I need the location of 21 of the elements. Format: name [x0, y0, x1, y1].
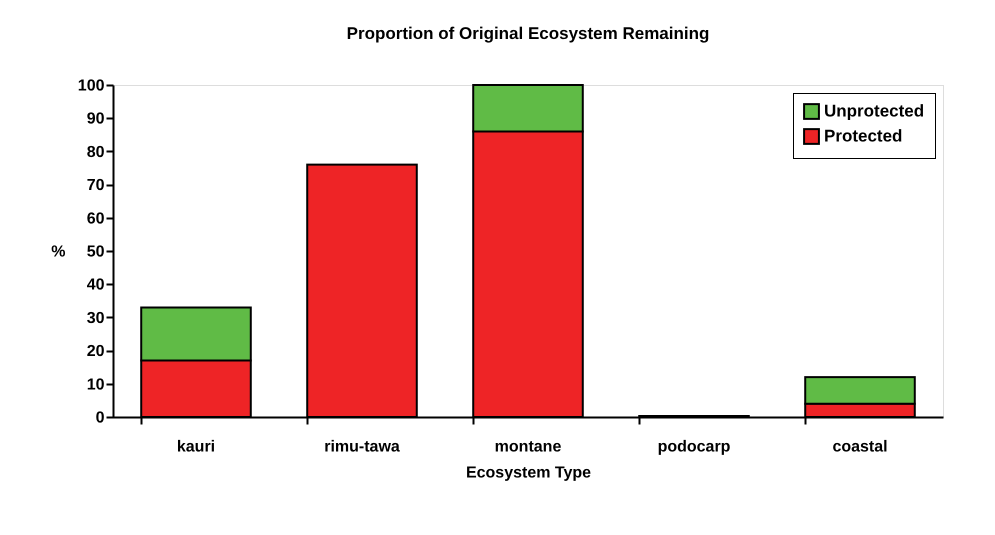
y-tick-label: 90 [86, 110, 105, 128]
x-tick-label: rimu-tawa [324, 438, 400, 456]
y-tick-label: 30 [86, 310, 105, 327]
x-tick-label: montane [494, 438, 562, 456]
legend-label: Protected [824, 126, 902, 146]
y-axis-title: % [51, 244, 66, 260]
x-tick-label: kauri [176, 438, 216, 456]
chart-title: Proportion of Original Ecosystem Remaining [346, 24, 710, 43]
y-tick-label: 10 [86, 376, 105, 394]
x-axis-title: Ecosystem Type [466, 464, 592, 482]
x-tick-label: coastal [832, 438, 888, 456]
y-tick-label: 80 [86, 144, 105, 161]
y-tick-label: 40 [86, 276, 105, 294]
x-tick-label: podocarp [658, 438, 731, 456]
y-tick-label: 60 [86, 210, 105, 228]
y-tick-label: 100 [78, 78, 105, 94]
y-tick-label: 0 [96, 410, 105, 426]
y-tick-label: 70 [86, 177, 105, 194]
y-tick-label: 20 [86, 343, 105, 360]
y-tick-label: 50 [86, 244, 105, 260]
legend-label: Unprotected [824, 102, 924, 120]
